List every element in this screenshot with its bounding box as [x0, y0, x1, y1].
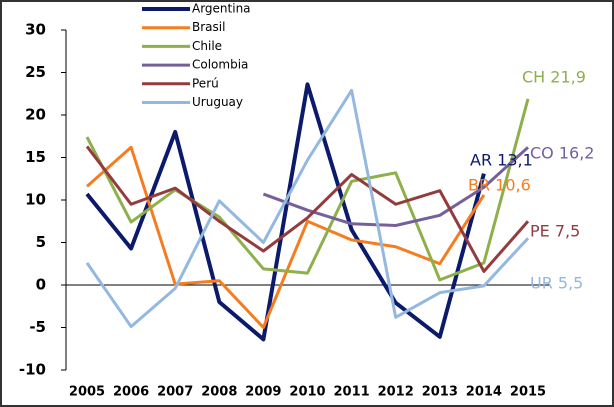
legend-label: Uruguay [192, 95, 243, 109]
x-tick-label: 2012 [378, 385, 414, 400]
legend-label: Argentina [192, 2, 251, 16]
y-tick-label: 30 [25, 21, 46, 39]
annotation: UR 5,5 [530, 274, 583, 293]
series-line [85, 88, 530, 329]
annotation: BR 10,6 [468, 176, 531, 195]
x-tick-label: 2009 [245, 385, 281, 400]
annotation: AR 13,1 [470, 151, 533, 170]
x-tick-label: 2014 [466, 385, 502, 400]
x-tick-label: 2010 [289, 385, 325, 400]
y-tick-label: 0 [36, 276, 46, 294]
y-tick-label: 10 [25, 191, 46, 209]
y-tick-label: 5 [36, 233, 46, 251]
series-line [85, 145, 530, 273]
y-tick-label: -5 [29, 318, 46, 336]
legend-label: Perú [192, 76, 219, 90]
x-tick-label: 2005 [69, 385, 105, 400]
x-tick-label: 2008 [201, 385, 237, 400]
annotation: CO 16,2 [530, 144, 594, 163]
series-line [85, 82, 486, 342]
annotation: CH 21,9 [522, 68, 586, 87]
y-tick-label: 15 [25, 148, 46, 166]
annotation: PE 7,5 [530, 222, 580, 241]
series-line [262, 146, 530, 227]
x-tick-label: 2006 [113, 385, 149, 400]
y-tick-label: -10 [19, 361, 46, 379]
legend-label: Chile [192, 39, 222, 53]
y-tick-label: 25 [25, 63, 46, 81]
x-tick-label: 2007 [157, 385, 193, 400]
series-line [86, 145, 486, 329]
series-line [85, 98, 530, 282]
x-tick-label: 2011 [334, 385, 370, 400]
x-tick-label: 2013 [422, 385, 458, 400]
legend-label: Brasil [192, 20, 225, 34]
x-tick-label: 2015 [510, 385, 546, 400]
y-tick-label: 20 [25, 106, 46, 124]
legend-label: Colombia [192, 58, 248, 72]
